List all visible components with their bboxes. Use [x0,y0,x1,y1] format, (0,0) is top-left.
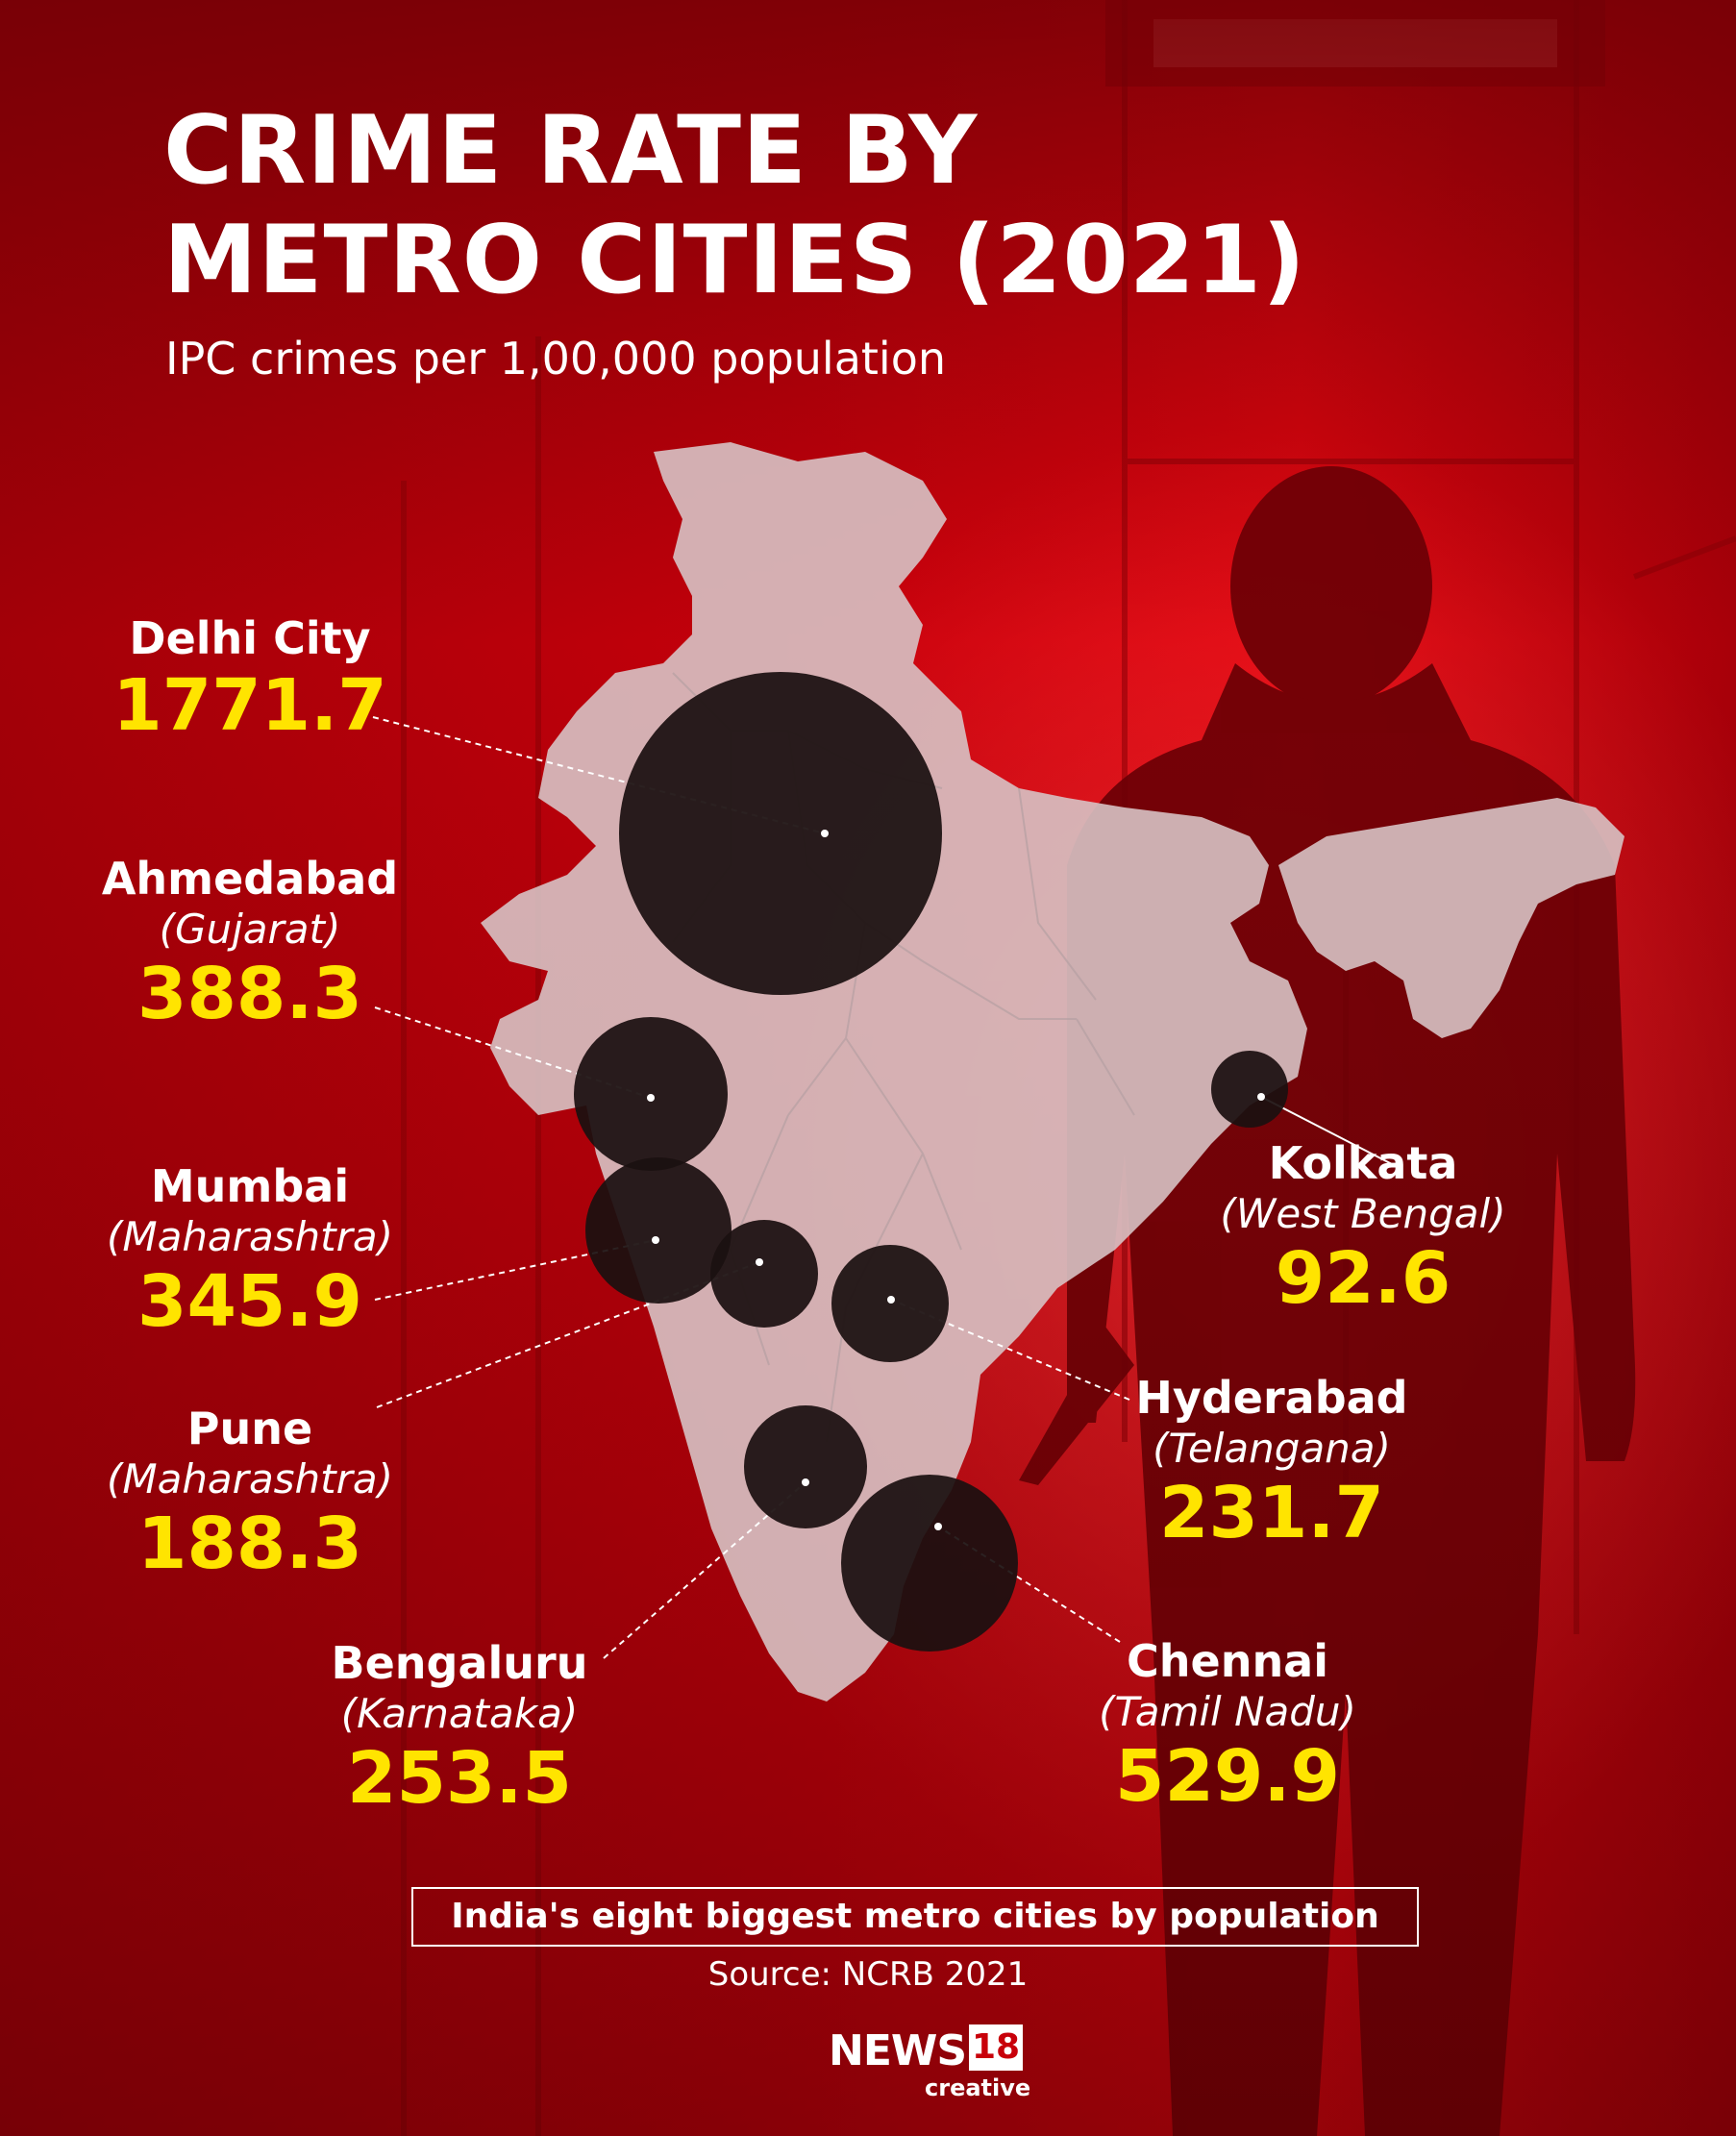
city-state: (Maharashtra) [106,1213,394,1260]
city-name: Chennai [1126,1635,1328,1687]
leader-line-chennai [937,1526,1121,1643]
title-line-2: METRO CITIES (2021) [163,206,1306,315]
bubble-hyderabad [831,1245,949,1362]
city-state: (Karnataka) [340,1690,579,1737]
city-value: 231.7 [1158,1472,1385,1554]
city-name: Hyderabad [1135,1372,1408,1424]
city-label-chennai: Chennai (Tamil Nadu) 529.9 [1006,1634,1449,1817]
bubble-mumbai [585,1157,732,1304]
city-markers [647,830,1265,1530]
city-label-hyderabad: Hyderabad (Telangana) 231.7 [1051,1371,1493,1553]
logo-number: 18 [969,2024,1023,2071]
city-label-kolkata: Kolkata (West Bengal) 92.6 [1142,1136,1584,1319]
city-label-delhi-city: Delhi City 1771.7 [29,611,471,746]
page-title: CRIME RATE BY METRO CITIES (2021) [163,96,1306,315]
logo-subtext: creative [925,2074,1031,2101]
bubble-delhi-city [619,672,942,995]
city-bubbles [574,672,1288,1652]
city-state: (West Bengal) [1220,1190,1506,1237]
city-value: 345.9 [136,1260,363,1343]
city-state: (Telangana) [1153,1425,1391,1472]
title-line-1: CRIME RATE BY [163,96,979,206]
city-name: Delhi City [129,612,371,664]
city-label-ahmedabad: Ahmedabad (Gujarat) 388.3 [29,852,471,1034]
india-northeast [1278,798,1624,1038]
source-credit: Source: NCRB 2021 [707,1955,1029,1994]
leader-line-kolkata [1260,1096,1395,1166]
city-value: 388.3 [136,953,363,1035]
city-name: Kolkata [1268,1137,1458,1189]
city-value: 188.3 [136,1503,363,1585]
city-name: Bengaluru [331,1637,588,1689]
city-state: (Maharashtra) [106,1455,394,1503]
city-label-pune: Pune (Maharashtra) 188.3 [29,1402,471,1584]
city-label-bengaluru: Bengaluru (Karnataka) 253.5 [238,1636,681,1819]
bubble-kolkata [1211,1051,1288,1128]
news18-logo: NEWS 18 creative [829,2021,1030,2107]
city-state: (Gujarat) [159,906,341,953]
city-name: Pune [186,1403,313,1454]
city-name: Mumbai [150,1160,350,1212]
bubble-bengaluru [744,1405,867,1528]
footnote-box: India's eight biggest metro cities by po… [411,1887,1419,1947]
city-value: 1771.7 [112,664,387,747]
city-value: 529.9 [1114,1735,1341,1818]
city-value: 253.5 [346,1737,573,1820]
bubble-chennai [841,1475,1018,1652]
city-value: 92.6 [1275,1237,1451,1320]
logo-text: NEWS [829,2026,967,2075]
bubble-pune [710,1220,818,1328]
leader-line-delhi-city [372,716,826,834]
city-label-mumbai: Mumbai (Maharashtra) 345.9 [29,1159,471,1342]
city-name: Ahmedabad [101,853,399,905]
subtitle: IPC crimes per 1,00,000 population [165,333,947,385]
leader-line-mumbai [374,1239,657,1301]
city-state: (Tamil Nadu) [1099,1688,1356,1735]
